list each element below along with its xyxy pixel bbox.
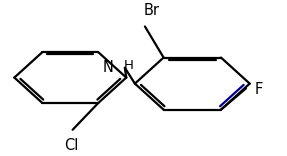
Text: Br: Br	[144, 3, 160, 18]
Text: F: F	[255, 82, 263, 97]
Text: N: N	[102, 60, 113, 75]
Text: Cl: Cl	[64, 138, 78, 153]
Text: H: H	[124, 59, 134, 72]
